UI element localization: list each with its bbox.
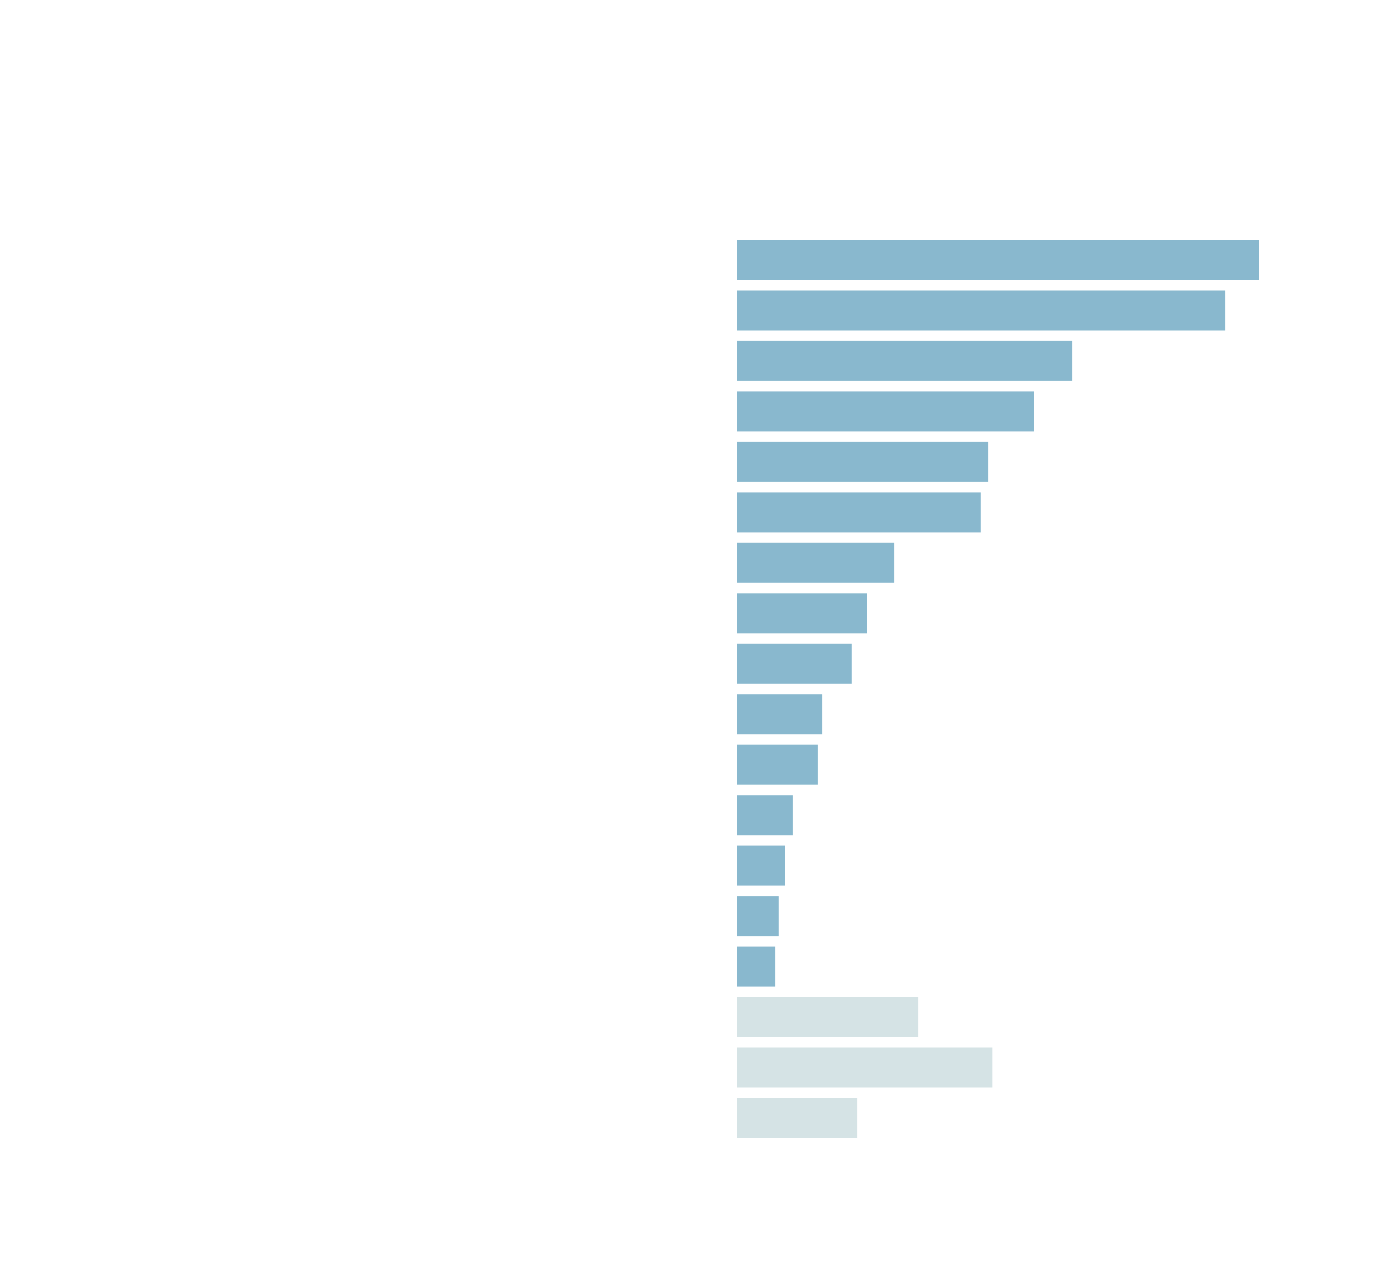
bar-1 — [737, 240, 1259, 280]
bar-13 — [737, 845, 785, 886]
bar-4 — [737, 391, 1034, 432]
bar-17 — [737, 1047, 993, 1088]
bar-6 — [737, 492, 981, 533]
bar-11 — [737, 744, 818, 785]
bar-12 — [737, 795, 793, 836]
bar-7 — [737, 542, 895, 583]
bar-14 — [737, 896, 779, 937]
bar-18 — [737, 1098, 858, 1138]
bar-5 — [737, 441, 989, 482]
bar-16 — [737, 997, 919, 1037]
bar-2 — [737, 290, 1226, 331]
bar-10 — [737, 694, 823, 735]
bar-15 — [737, 946, 776, 987]
bar-8 — [737, 593, 867, 634]
bar-9 — [737, 643, 852, 684]
bar-3 — [737, 340, 1073, 381]
